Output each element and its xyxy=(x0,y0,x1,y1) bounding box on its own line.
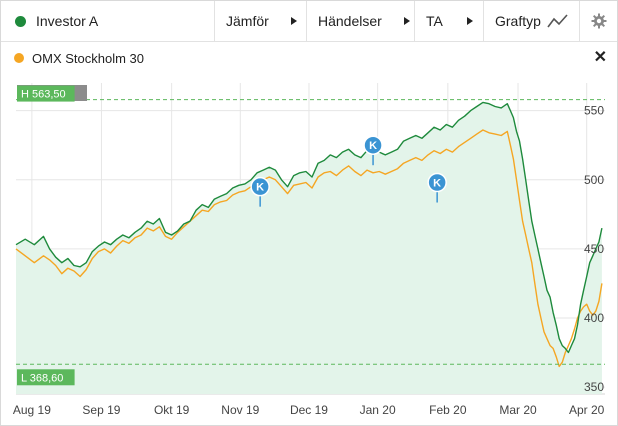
instrument-selector[interactable]: Investor A xyxy=(1,1,215,41)
chart-labels: Utv. 3,40%H 563,50L 368,60 xyxy=(17,85,87,386)
x-tick-label: Aug 19 xyxy=(13,403,51,417)
caret-right-icon xyxy=(290,17,297,25)
x-tick-label: Nov 19 xyxy=(221,403,259,417)
chart-area xyxy=(16,102,602,395)
line-chart-icon xyxy=(547,14,568,28)
chart-lines xyxy=(15,101,603,368)
x-tick-label: Okt 19 xyxy=(154,403,190,417)
event-badge xyxy=(250,176,270,197)
investor-area xyxy=(16,102,602,395)
compare-menu[interactable]: Jämför xyxy=(215,1,307,41)
y-tick-label: 450 xyxy=(584,242,604,256)
x-tick-label: Sep 19 xyxy=(82,403,120,417)
event-badge-label: K xyxy=(433,178,441,190)
event-markers: KKKKKKKKKKK xyxy=(250,135,447,207)
omx-line xyxy=(15,129,603,368)
event-badge xyxy=(363,135,383,155)
x-tick-label: Apr 20 xyxy=(569,403,605,417)
y-axis: 350 400 450 500 550 xyxy=(584,104,604,394)
chart-toolbar: Investor A Jämför Händelser TA Graftyp xyxy=(1,1,617,42)
x-tick-label: Feb 20 xyxy=(429,403,467,417)
x-tick-label: Jan 20 xyxy=(360,403,396,417)
comparison-legend: OMX Stockholm 30 ✕ xyxy=(1,42,617,74)
low-label: L 368,60 xyxy=(21,372,63,384)
high-label-box xyxy=(17,85,75,102)
event-badge xyxy=(427,172,447,193)
gear-icon xyxy=(591,13,606,29)
events-label: Händelser xyxy=(318,13,382,29)
instrument-label: Investor A xyxy=(36,13,99,29)
close-icon[interactable]: ✕ xyxy=(593,49,607,66)
ta-label: TA xyxy=(426,13,443,29)
investor-color-dot xyxy=(15,15,26,27)
investor-line xyxy=(15,101,603,354)
omx-color-dot xyxy=(14,53,24,63)
settings-button[interactable] xyxy=(580,1,617,41)
event-badge-label: K xyxy=(369,140,377,152)
event-badge-label: K xyxy=(256,182,264,194)
y-tick-label: 350 xyxy=(584,380,604,394)
x-tick-label: Dec 19 xyxy=(290,403,328,417)
ta-menu[interactable]: TA xyxy=(415,1,484,41)
y-tick-label: 400 xyxy=(584,311,604,325)
comparison-series-label: OMX Stockholm 30 xyxy=(32,50,144,66)
low-label-box xyxy=(17,369,75,386)
high-label: H 563,50 xyxy=(21,89,66,101)
graph-type-label: Graftyp xyxy=(495,13,541,29)
reference-lines xyxy=(16,99,605,365)
x-tick-label: Mar 20 xyxy=(499,403,537,417)
y-tick-label: 500 xyxy=(584,173,604,187)
caret-right-icon xyxy=(467,17,473,25)
caret-right-icon xyxy=(403,17,410,25)
x-axis: Aug 19 Sep 19 Okt 19 Nov 19 Dec 19 Jan 20 Feb … xyxy=(13,403,605,417)
graph-type-menu[interactable]: Graftyp xyxy=(484,1,580,41)
y-tick-label: 550 xyxy=(584,104,604,118)
compare-label: Jämför xyxy=(226,13,269,29)
events-menu[interactable]: Händelser xyxy=(307,1,415,41)
